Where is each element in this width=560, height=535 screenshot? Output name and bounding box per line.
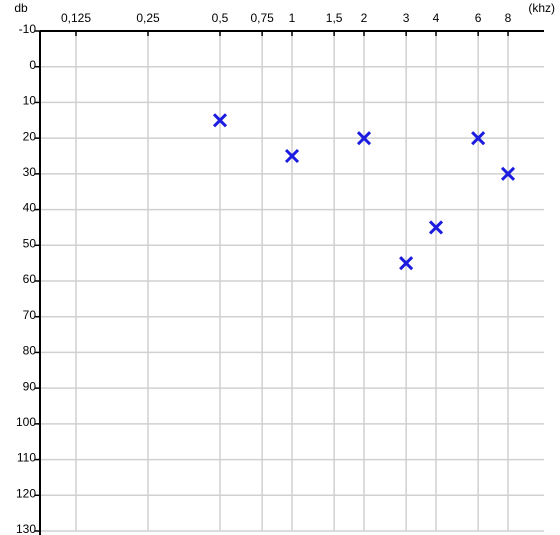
x-marker bbox=[356, 131, 372, 146]
x-marker-stroke bbox=[284, 148, 300, 164]
x-marker bbox=[399, 256, 414, 271]
x-marker-stroke bbox=[356, 131, 372, 146]
x-marker bbox=[428, 220, 444, 235]
y-tick-label: 70 bbox=[23, 308, 37, 322]
x-tick-label: 0,75 bbox=[250, 11, 274, 25]
y-tick-label: 110 bbox=[17, 451, 36, 465]
x-tick-label: 3 bbox=[403, 11, 410, 25]
x-tick-label: 8 bbox=[505, 11, 512, 25]
x-tick-label: 4 bbox=[433, 11, 440, 25]
y-tick-label: 130 bbox=[16, 522, 36, 535]
y-axis-label: db bbox=[14, 1, 28, 15]
x-marker-stroke bbox=[212, 113, 228, 128]
y-tick-label: 10 bbox=[23, 94, 37, 108]
x-tick-label: 1,5 bbox=[326, 11, 343, 25]
y-tick-label: -10 bbox=[19, 22, 37, 36]
x-marker bbox=[212, 113, 228, 128]
x-marker bbox=[500, 166, 516, 181]
y-tick-label: 120 bbox=[16, 486, 36, 500]
y-tick-label: 30 bbox=[23, 165, 37, 179]
x-tick-label: 6 bbox=[475, 11, 482, 25]
y-tick-label: 90 bbox=[23, 379, 37, 393]
x-tick-label: 0,25 bbox=[136, 11, 160, 25]
y-tick-label: 40 bbox=[23, 201, 37, 215]
y-tick-label: 0 bbox=[29, 58, 36, 72]
x-marker-stroke bbox=[399, 256, 414, 271]
y-tick-label: 20 bbox=[23, 129, 37, 143]
y-tick-label: 100 bbox=[16, 415, 36, 429]
y-tick-label: 80 bbox=[23, 344, 37, 358]
x-axis-label: (khz) bbox=[528, 1, 555, 15]
x-tick-label: 0,125 bbox=[61, 11, 91, 25]
x-marker bbox=[284, 148, 300, 164]
x-marker-stroke bbox=[428, 220, 444, 235]
x-marker bbox=[471, 131, 486, 146]
y-tick-label: 60 bbox=[23, 272, 37, 286]
x-tick-label: 0,5 bbox=[212, 11, 229, 25]
x-tick-label: 2 bbox=[361, 11, 368, 25]
x-marker-stroke bbox=[471, 131, 486, 146]
x-marker-stroke bbox=[500, 166, 516, 181]
y-tick-label: 50 bbox=[23, 236, 37, 250]
x-tick-label: 1 bbox=[289, 11, 296, 25]
